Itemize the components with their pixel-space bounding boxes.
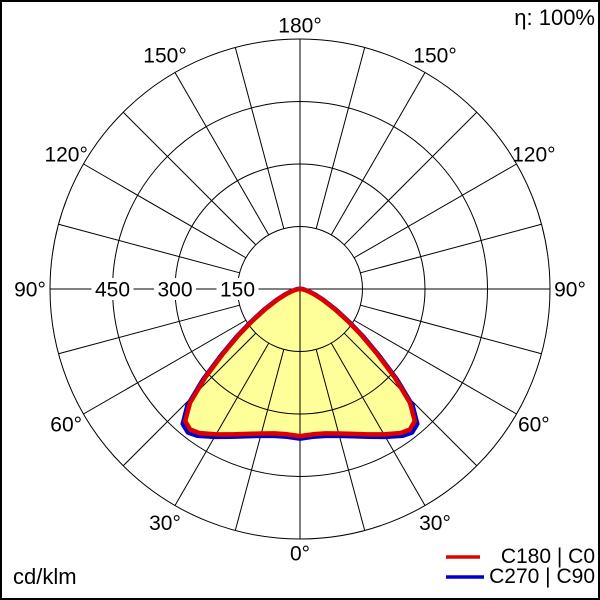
grid-spoke-210 <box>174 72 270 236</box>
angle-label-0: 0° <box>290 542 310 565</box>
unit-label: cd/klm <box>13 564 77 589</box>
angle-label-90-left: 90° <box>14 278 46 301</box>
grid-spoke-150 <box>330 72 426 236</box>
curve-stroke-layer <box>180 286 420 441</box>
ring-label-300: 300 <box>157 278 192 301</box>
angle-label-120-right: 120° <box>512 143 555 166</box>
grid-spoke-225 <box>122 111 257 246</box>
legend-label-c270-c90: C270 | C90 <box>489 565 595 588</box>
angle-label-150-left: 150° <box>143 45 186 68</box>
curve-c180-c0 <box>182 286 418 439</box>
ring-label-450: 450 <box>95 278 130 301</box>
legend-label-c180-c0: C180 | C0 <box>501 545 595 568</box>
grid-spoke-120 <box>353 163 517 259</box>
grid-spoke-105 <box>360 223 542 274</box>
angle-label-180: 180° <box>278 14 321 37</box>
grid-spoke-165 <box>315 47 366 229</box>
efficiency-label: η: 100% <box>514 5 595 30</box>
grid-spoke-30 <box>330 342 426 506</box>
grid-spoke-195 <box>234 47 285 229</box>
angle-label-120-left: 120° <box>44 143 87 166</box>
grid-spoke-135 <box>343 111 478 246</box>
legend-item-c270-c90: C270 | C90 <box>446 565 595 588</box>
angle-label-30-left: 30° <box>149 512 181 535</box>
grid-spoke-15 <box>315 349 366 531</box>
grid-spoke-240 <box>83 163 247 259</box>
ring-label-bg-300 <box>154 278 196 300</box>
grid-spoke-345 <box>234 349 285 531</box>
angle-label-150-right: 150° <box>413 45 456 68</box>
grid-spoke-255 <box>58 223 240 274</box>
legend: C180 | C0 C270 | C90 <box>446 545 595 588</box>
grid-spoke-75 <box>360 304 542 355</box>
ring-label-bg-150 <box>216 278 259 300</box>
angle-label-60-right: 60° <box>518 413 550 436</box>
grid-spoke-285 <box>58 304 240 355</box>
grid-spoke-330 <box>174 342 270 506</box>
legend-item-c180-c0: C180 | C0 <box>446 545 595 568</box>
grid-spoke-60 <box>353 319 517 415</box>
angle-label-60-left: 60° <box>50 413 82 436</box>
ring-label-bg-450 <box>91 278 134 300</box>
angle-label-30-right: 30° <box>419 512 451 535</box>
grid-spoke-300 <box>83 319 247 415</box>
angle-label-90-right: 90° <box>554 278 586 301</box>
ring-label-150: 150 <box>220 278 255 301</box>
grid-labels: 150 300 450 0° 30° 30° 60° 60° 90° 90° 120° 120° 150… <box>14 14 586 565</box>
